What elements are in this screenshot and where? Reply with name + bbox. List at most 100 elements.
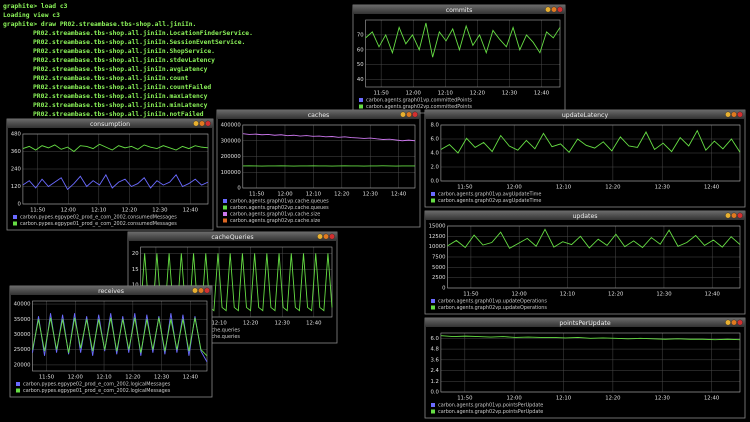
- legend-swatch: [431, 192, 435, 196]
- legend-label: carbon.agents.graph01vp.pointsPerUpdate: [438, 403, 543, 409]
- plot-frame: [140, 246, 333, 318]
- window-button[interactable]: [329, 233, 335, 240]
- y-tick-label: 40: [357, 77, 364, 83]
- window-button[interactable]: [737, 212, 743, 219]
- window-button[interactable]: [199, 120, 205, 127]
- window-button[interactable]: [193, 120, 199, 127]
- y-tick-label: 200000: [221, 154, 242, 160]
- window-button[interactable]: [323, 233, 329, 240]
- x-tick-label: 12:40: [705, 292, 721, 298]
- x-tick-label: 12:40: [534, 91, 550, 97]
- y-tick-label: 20: [132, 251, 139, 257]
- x-tick-label: 11:50: [30, 208, 46, 214]
- title-bar: [353, 5, 565, 14]
- y-tick-label: 0: [237, 186, 241, 192]
- title-bar: [10, 286, 212, 295]
- y-tick-label: 2.0: [430, 165, 439, 171]
- y-tick-label: 6.0: [430, 336, 439, 342]
- x-tick-label: 12:20: [243, 321, 259, 327]
- legend-label: carbon.agents.graph01vp.cache.size: [230, 212, 320, 218]
- x-tick-label: 12:00: [507, 396, 523, 402]
- window-button[interactable]: [551, 6, 557, 13]
- y-tick-label: 8.0: [430, 123, 439, 129]
- window-button[interactable]: [731, 212, 737, 219]
- y-tick-label: 12500: [429, 234, 446, 240]
- series-line: [22, 173, 209, 191]
- y-tick-label: 3.6: [430, 357, 439, 363]
- x-tick-label: 12:40: [704, 185, 720, 191]
- x-tick-label: 12:10: [560, 292, 576, 298]
- terminal-line: PR02.streambase.tbs-shop.all.jiniIn.stde…: [33, 56, 215, 64]
- plot-frame: [440, 332, 741, 393]
- legend-swatch: [223, 205, 227, 210]
- window-button[interactable]: [725, 111, 731, 118]
- terminal-line: Loading view c3: [3, 11, 60, 19]
- window-button[interactable]: [198, 287, 204, 294]
- window-button[interactable]: [557, 6, 563, 13]
- x-tick-label: 12:10: [96, 375, 112, 381]
- window-button[interactable]: [412, 111, 418, 118]
- legend-label: carbon.agents.graph01vp.cache.queues: [230, 199, 329, 205]
- y-tick-label: 4.0: [430, 151, 439, 157]
- title-bar: [217, 110, 420, 119]
- window-button[interactable]: [737, 319, 743, 326]
- legend-swatch: [16, 388, 20, 393]
- window-title: caches: [308, 112, 330, 119]
- window-button[interactable]: [192, 287, 198, 294]
- x-tick-label: 12:10: [556, 396, 572, 402]
- x-tick-label: 12:40: [704, 396, 720, 402]
- window-button[interactable]: [737, 111, 743, 118]
- window-button[interactable]: [317, 233, 323, 240]
- window-title: receives: [98, 288, 124, 295]
- title-bar: [128, 232, 337, 241]
- y-tick-label: 6.0: [430, 137, 439, 143]
- window-button[interactable]: [205, 120, 211, 127]
- y-tick-label: 0: [18, 202, 22, 208]
- window-title: cacheQueries: [211, 234, 253, 241]
- window-button[interactable]: [725, 319, 731, 326]
- series-line: [242, 133, 416, 142]
- window-button[interactable]: [731, 319, 737, 326]
- terminal-line: PR02.streambase.tbs-shop.all.jiniIn.coun…: [33, 74, 189, 82]
- y-tick-label: 360: [11, 149, 22, 155]
- y-tick-label: 0.0: [430, 390, 439, 396]
- window-button[interactable]: [204, 287, 210, 294]
- window-button[interactable]: [731, 111, 737, 118]
- y-tick-label: 480: [11, 132, 22, 138]
- x-tick-label: 11:50: [374, 91, 390, 97]
- y-tick-label: 40000: [14, 302, 31, 308]
- legend-swatch: [223, 218, 227, 223]
- x-tick-label: 12:40: [183, 375, 199, 381]
- legend-label: carbon.agents.graph02vp.avgUpdateTime: [438, 198, 541, 204]
- x-tick-label: 12:20: [122, 208, 138, 214]
- x-tick-label: 12:10: [211, 321, 227, 327]
- legend-label: carbon.agents.graph01vp.updateOperations: [438, 299, 547, 305]
- x-tick-label: 12:10: [306, 192, 322, 198]
- x-tick-label: 12:20: [605, 185, 621, 191]
- y-tick-label: 70: [357, 32, 364, 38]
- window-button[interactable]: [725, 212, 731, 219]
- terminal-line: PR02.streambase.tbs-shop.all.jiniIn.Sess…: [33, 38, 245, 46]
- window-body: [424, 109, 746, 208]
- legend-swatch: [431, 403, 435, 407]
- y-tick-label: 1.2: [430, 379, 438, 385]
- graph-window: commits 40 50 60 70 11:50 12:00 12:10 12:20 12:30…: [352, 4, 566, 114]
- x-tick-label: 12:30: [275, 321, 291, 327]
- window-button[interactable]: [406, 111, 412, 118]
- y-tick-label: 35000: [14, 317, 31, 323]
- legend-label: carbon.pypes.egpype01_prod_e_com_2002.lo…: [23, 388, 171, 394]
- y-tick-label: 2.4: [430, 368, 439, 374]
- legend-label: carbon.agents.graph01vp.avgUpdateTime: [438, 192, 541, 198]
- legend-swatch: [13, 221, 17, 226]
- x-tick-label: 12:30: [154, 375, 170, 381]
- window-button[interactable]: [545, 6, 551, 13]
- window-body: [6, 118, 214, 231]
- x-tick-label: 12:00: [68, 375, 84, 381]
- series-line: [32, 317, 208, 357]
- window-title: pointsPerUpdate: [559, 320, 610, 327]
- y-tick-label: 20000: [14, 362, 31, 368]
- window-button[interactable]: [400, 111, 406, 118]
